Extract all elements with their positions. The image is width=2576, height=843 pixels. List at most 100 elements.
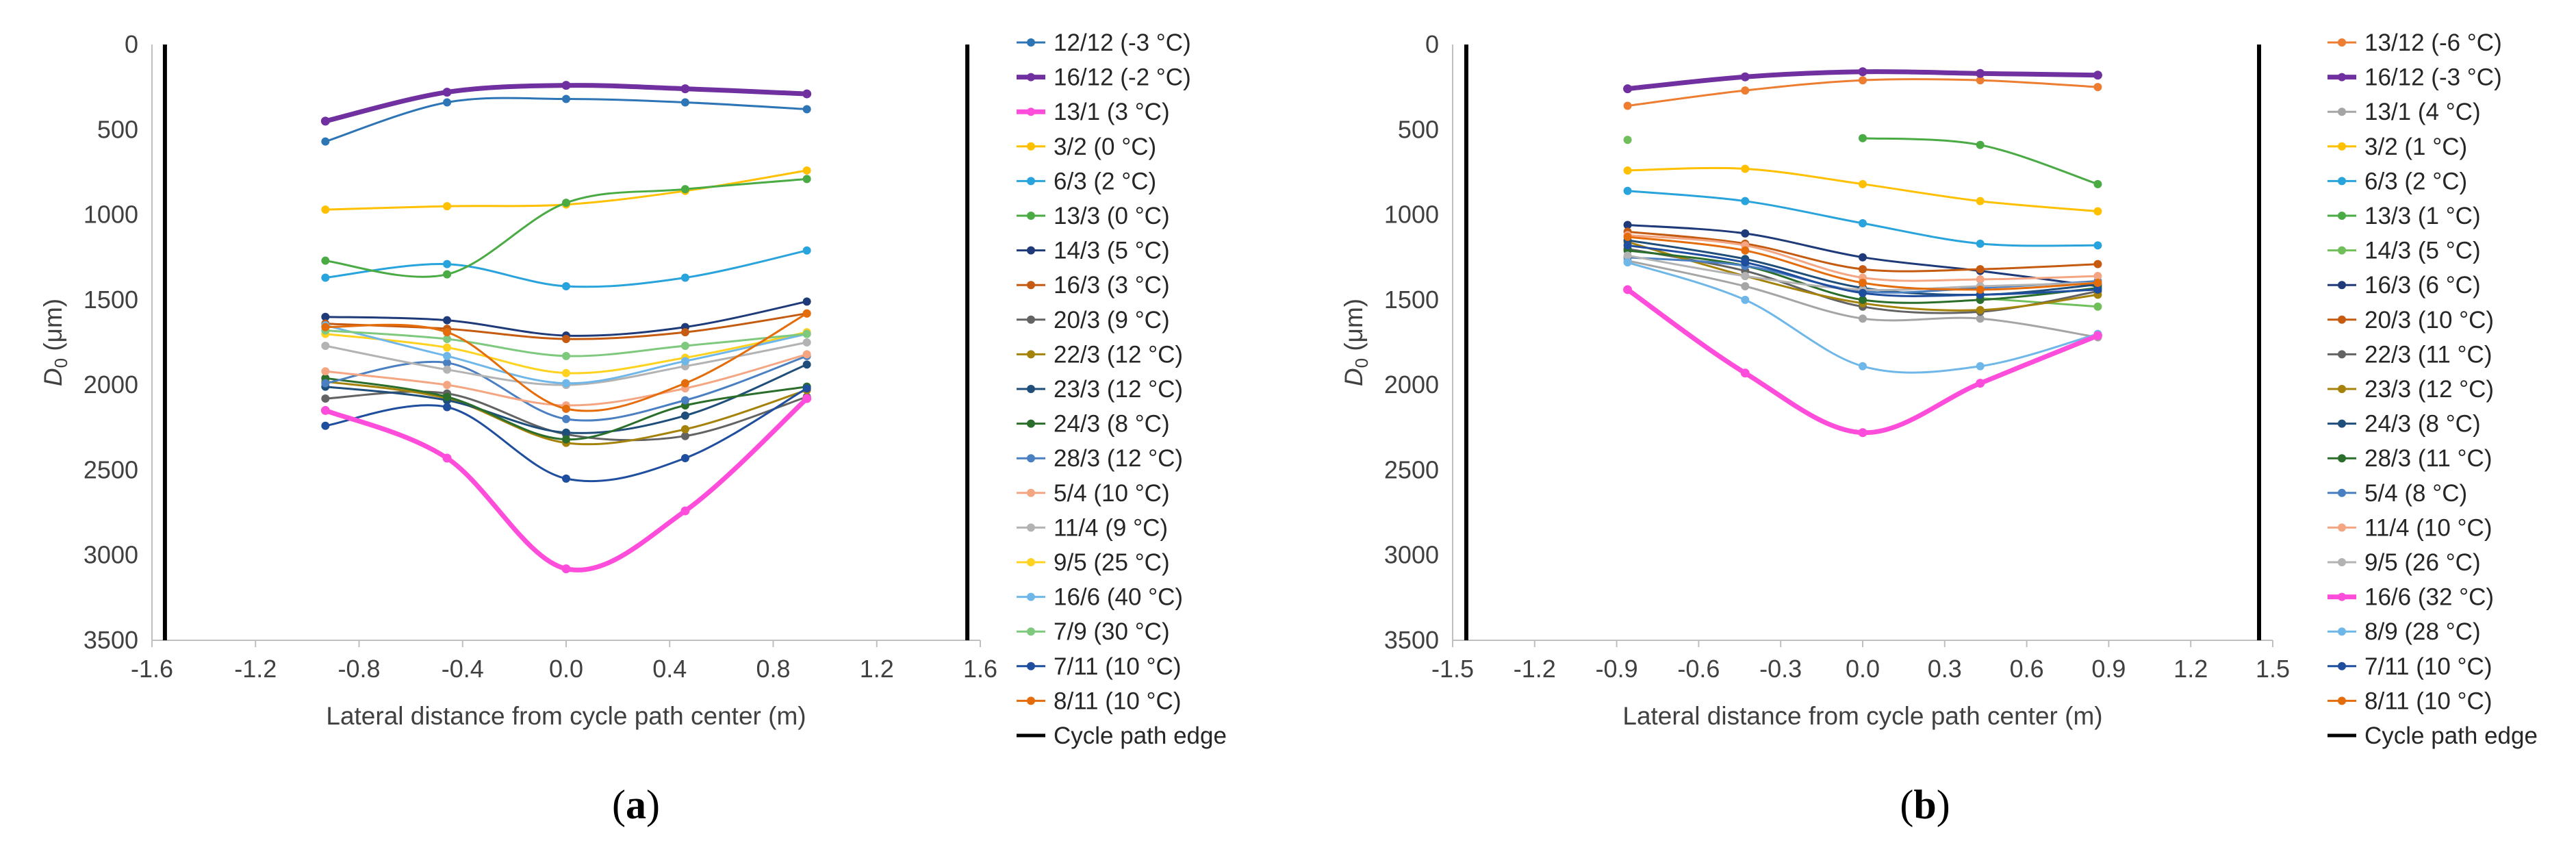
data-point — [562, 404, 570, 413]
panel-label-close: ) — [646, 782, 660, 827]
y-axis-title: D0 (μm) — [39, 299, 71, 386]
legend-label: 7/9 (30 °C) — [1054, 618, 1170, 645]
data-point — [321, 341, 330, 350]
data-point — [802, 394, 812, 403]
data-point — [1859, 279, 1867, 287]
data-point — [802, 329, 811, 338]
legend-swatch-marker — [2338, 350, 2346, 359]
data-point — [1741, 281, 1750, 290]
y-axis-title-subscript: 0 — [1351, 358, 1372, 368]
data-point — [1623, 241, 1632, 250]
x-tick-label: -0.9 — [1596, 655, 1638, 683]
data-point — [443, 392, 452, 401]
legend-swatch-marker — [2338, 696, 2346, 705]
legend-swatch-marker — [1027, 523, 1035, 532]
y-tick-label: 1500 — [1384, 286, 1439, 314]
y-tick-label: 1000 — [84, 201, 138, 229]
data-point — [562, 414, 570, 423]
legend-label: 13/1 (3 °C) — [1054, 99, 1170, 125]
x-tick-label: 0.0 — [549, 655, 583, 683]
legend-label: 28/3 (12 °C) — [1054, 445, 1183, 472]
x-tick-label: 0.0 — [1846, 655, 1880, 683]
data-point — [321, 205, 330, 214]
x-tick-label: 0.8 — [756, 655, 790, 683]
data-point — [1976, 275, 1985, 284]
legend-label: 7/11 (10 °C) — [2364, 653, 2492, 680]
data-point — [1623, 84, 1633, 94]
legend-swatch-marker — [2338, 73, 2346, 81]
legend-swatch-marker — [2338, 419, 2346, 428]
legend-label: 16/12 (-3 °C) — [2364, 64, 2502, 91]
data-point — [802, 360, 811, 369]
y-tick-label: 500 — [1398, 115, 1439, 143]
x-tick-label: -0.3 — [1759, 655, 1802, 683]
data-point — [1976, 68, 1985, 78]
data-point — [802, 105, 811, 114]
data-point — [443, 343, 452, 352]
x-tick-label: 0.6 — [2010, 655, 2044, 683]
panel-label: (b) — [1900, 782, 1950, 827]
data-point — [1858, 428, 1867, 438]
data-point — [561, 81, 571, 90]
data-point — [1859, 288, 1867, 297]
legend-label: 13/12 (-6 °C) — [2364, 29, 2502, 56]
legend-label: 12/12 (-3 °C) — [1054, 29, 1191, 56]
data-point — [321, 421, 330, 430]
data-point — [1623, 258, 1632, 267]
x-tick-label: 1.5 — [2256, 655, 2290, 683]
data-point — [1859, 295, 1867, 304]
data-point — [2093, 272, 2102, 281]
legend-swatch-marker — [1027, 177, 1035, 186]
legend-label: 9/5 (26 °C) — [2364, 549, 2481, 576]
data-point — [2093, 260, 2102, 268]
x-tick-label: -0.6 — [1677, 655, 1720, 683]
data-point — [680, 431, 689, 440]
data-point — [1976, 379, 1985, 388]
data-point — [442, 88, 452, 97]
panel-label-close: ) — [1937, 782, 1950, 827]
data-point — [1859, 219, 1867, 227]
data-point — [802, 175, 811, 184]
y-tick-label: 0 — [125, 30, 138, 58]
data-point — [2093, 83, 2102, 92]
legend-label: 13/1 (4 °C) — [2364, 99, 2481, 125]
legend-swatch-marker — [1027, 662, 1035, 670]
data-point — [680, 357, 689, 366]
data-point — [562, 199, 570, 207]
legend-swatch-marker — [1027, 38, 1035, 47]
legend-label: 20/3 (9 °C) — [1054, 307, 1170, 334]
x-tick-label: -0.8 — [337, 655, 380, 683]
data-point — [562, 351, 570, 360]
data-point — [680, 506, 690, 516]
data-point — [1623, 166, 1632, 175]
legend-swatch-marker — [2338, 454, 2346, 463]
data-point — [443, 316, 452, 325]
data-point — [1859, 362, 1867, 370]
y-axis-title-symbol: D — [39, 368, 67, 386]
data-point — [562, 435, 570, 444]
legend-label: 13/3 (1 °C) — [2364, 203, 2481, 229]
legend-label: 13/3 (0 °C) — [1054, 203, 1170, 229]
legend-label: 11/4 (9 °C) — [1054, 514, 1168, 541]
data-point — [1623, 136, 1632, 144]
legend-label: 7/11 (10 °C) — [1054, 653, 1181, 680]
legend-label: 11/4 (10 °C) — [2364, 514, 2492, 541]
data-point — [680, 454, 689, 463]
legend-swatch-marker — [2338, 38, 2346, 47]
data-point — [321, 379, 330, 388]
legend-label: 14/3 (5 °C) — [2364, 238, 2481, 264]
legend-label: 9/5 (25 °C) — [1054, 549, 1170, 576]
legend-label: 8/9 (28 °C) — [2364, 618, 2481, 645]
data-point — [443, 403, 452, 412]
data-point — [680, 341, 689, 350]
y-axis-title: D0 (μm) — [1340, 299, 1372, 386]
y-tick-label: 3000 — [84, 541, 138, 569]
data-point — [1623, 101, 1632, 110]
data-point — [562, 474, 570, 483]
data-point — [1741, 197, 1750, 205]
data-point — [2093, 331, 2102, 340]
data-point — [443, 98, 452, 107]
legend-label: 5/4 (10 °C) — [1054, 480, 1170, 507]
data-point — [1623, 285, 1633, 294]
data-point — [443, 270, 452, 279]
